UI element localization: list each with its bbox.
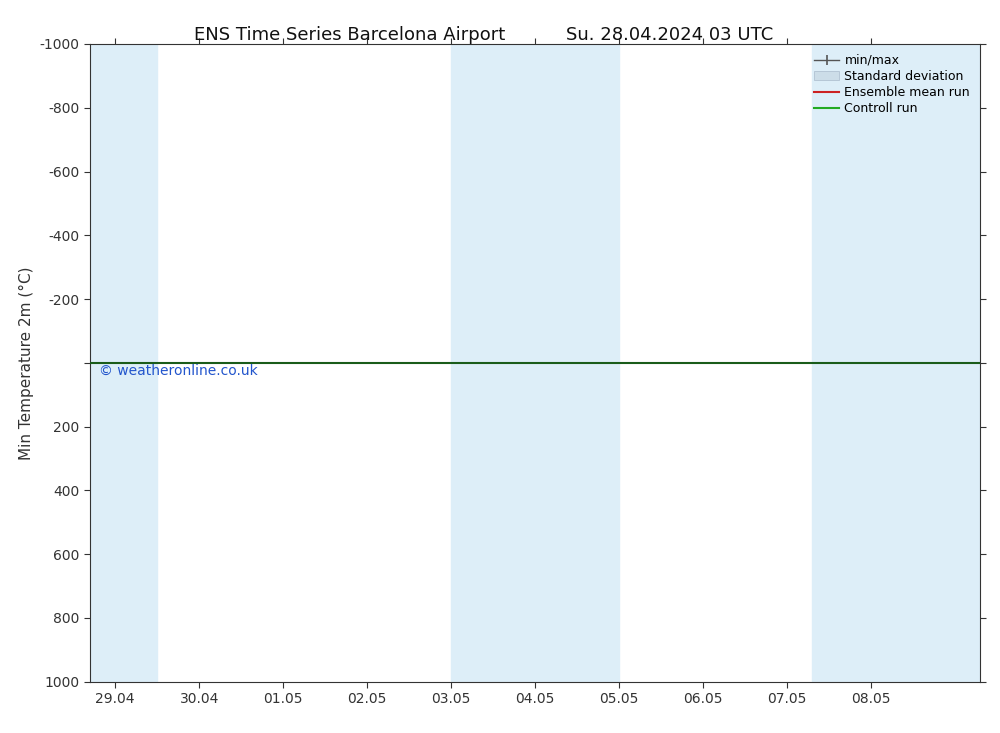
Bar <box>451 44 619 682</box>
Text: © weatheronline.co.uk: © weatheronline.co.uk <box>99 364 258 378</box>
Bar <box>90 44 157 682</box>
Text: Su. 28.04.2024 03 UTC: Su. 28.04.2024 03 UTC <box>566 26 774 44</box>
Text: ENS Time Series Barcelona Airport: ENS Time Series Barcelona Airport <box>194 26 506 44</box>
Y-axis label: Min Temperature 2m (°C): Min Temperature 2m (°C) <box>19 266 34 460</box>
Bar <box>812 44 980 682</box>
Legend: min/max, Standard deviation, Ensemble mean run, Controll run: min/max, Standard deviation, Ensemble me… <box>811 51 974 119</box>
